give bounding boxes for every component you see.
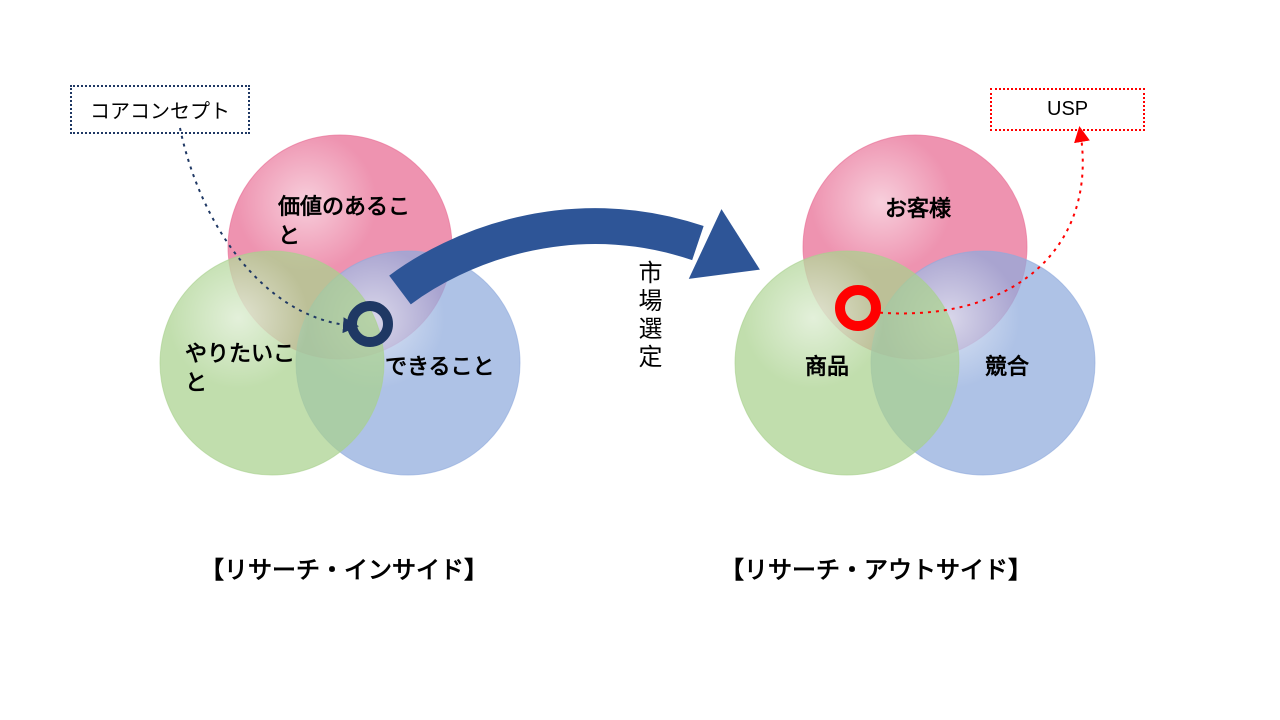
- left-venn-left-label: やりたいこと: [185, 340, 305, 397]
- connector-core-concept: [180, 128, 355, 326]
- left-venn-top-label: 価値のあること: [278, 193, 418, 250]
- footer-research-inside: 【リサーチ・インサイド】: [200, 550, 488, 585]
- right-venn-top-label: お客様: [885, 195, 1025, 224]
- connector-usp: [872, 130, 1083, 313]
- callout-usp: USP: [990, 88, 1145, 131]
- diagram-container: { "canvas": { "width": 1280, "height": 7…: [0, 0, 1280, 720]
- right-venn-right-label: 競合: [985, 353, 1125, 382]
- right-venn-left-label: 商品: [805, 353, 925, 382]
- marker-ring-left: [352, 306, 388, 342]
- right-venn: [735, 135, 1095, 475]
- footer-research-outside: 【リサーチ・アウトサイド】: [720, 550, 1032, 585]
- left-venn: [160, 135, 520, 475]
- center-arrow: [400, 209, 760, 290]
- left-venn-right-label: できること: [385, 353, 525, 382]
- marker-ring-right: [840, 290, 876, 326]
- callout-core-concept: コアコンセプト: [70, 85, 250, 134]
- center-vertical-label: 市場選定: [630, 260, 665, 372]
